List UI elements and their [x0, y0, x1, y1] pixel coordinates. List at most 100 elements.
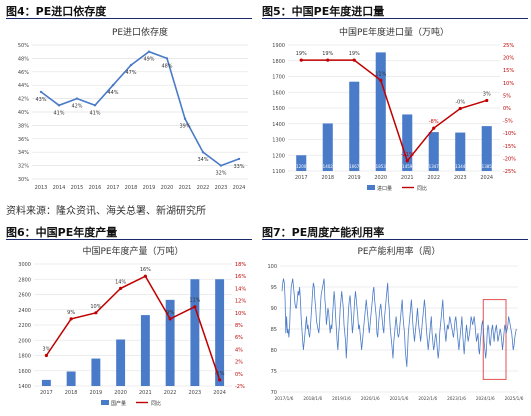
fig6-xtick-label: 2020	[114, 390, 127, 396]
fig5-yoy-label: -0%	[455, 100, 465, 106]
fig4-ytick-label: 34%	[18, 150, 29, 156]
fig6-yoy-point	[94, 311, 98, 315]
fig5-bar-label: 1344	[455, 164, 466, 169]
fig4-data-label: 48%	[161, 63, 172, 69]
fig7-xtick-label: 2024/1/6	[476, 396, 495, 401]
fig5-ytick-left: 1900	[272, 43, 285, 49]
fig4-data-label: 33%	[233, 164, 244, 170]
fig4-data-point	[39, 90, 43, 94]
fig4-data-point	[183, 117, 187, 120]
fig5-xtick-label: 2018	[321, 175, 334, 181]
fig7-ytick-label: 85	[271, 327, 277, 333]
fig4-data-label: 49%	[143, 57, 154, 63]
fig5-ytick-right: 20%	[503, 56, 514, 62]
fig4-chart: PE进口依存度 30% 32% 34% 36% 38% 40% 42% 44% 46% 48% 50%…	[18, 26, 248, 191]
fig6-ytick-left: 1600	[18, 369, 31, 375]
fig7-xtick-label: 2022/1/6	[418, 396, 437, 401]
fig4-title-rule	[6, 18, 252, 19]
fig7-ytick-label: 80	[271, 348, 277, 354]
fig6-bar	[215, 279, 225, 386]
fig4-xtick-label: 2019	[143, 185, 156, 191]
fig4-data-point	[237, 157, 241, 161]
fig4-data-point	[165, 57, 169, 60]
fig5-bar	[481, 126, 492, 171]
fig4-xtick-label: 2023	[215, 185, 228, 191]
fig6-xtick-label: 2023	[189, 390, 202, 396]
fig4-ytick-label: 44%	[18, 83, 29, 89]
fig7-xtick-label: 2025/1/6	[505, 396, 524, 401]
fig5-yoy-label: 3%	[483, 91, 491, 97]
fig5-bar	[349, 81, 360, 171]
fig5-xtick-label: 2023	[454, 175, 467, 181]
fig6-yoy-label: 3%	[42, 347, 50, 353]
fig7-xtick-label: 2021/1/6	[390, 396, 409, 401]
fig5-ytick-left: 1400	[272, 122, 285, 128]
fig5-yoy-point	[299, 58, 303, 62]
fig5-bar	[296, 155, 307, 171]
fig5-chart-title: 中国PE年度进口量（万吨）	[339, 26, 449, 38]
fig7-xtick-label: 2020/1/6	[361, 396, 380, 401]
fig4-data-point	[111, 84, 115, 87]
fig6-chart: 中国PE年度产量（万吨） 1400 1600 1800 2000 2200 2400 2600…	[18, 245, 246, 407]
fig6-yoy-label: 9%	[166, 310, 174, 316]
fig5-yoy-label: 19%	[322, 51, 333, 57]
fig6-ytick-left: 2800	[18, 277, 31, 283]
fig7-series-line	[281, 278, 517, 367]
fig6-bar	[165, 299, 175, 386]
fig5-yoy-label: 19%	[296, 51, 307, 57]
fig5-ytick-right: -25%	[503, 169, 516, 175]
fig6-chart-title: 中国PE年度产量（万吨）	[82, 245, 183, 257]
fig7-xtick-label: 2018/1/6	[303, 396, 322, 401]
fig4-ytick-label: 36%	[18, 137, 29, 143]
fig5-ytick-right: -10%	[503, 131, 516, 137]
fig5-bar	[375, 52, 386, 172]
fig5-bar-label: 1402	[323, 164, 334, 169]
fig4-xtick-label: 2022	[197, 185, 210, 191]
fig6-ytick-left: 1400	[18, 384, 31, 390]
fig6-yoy-point	[44, 353, 48, 358]
fig5-ytick-right: 5%	[503, 93, 511, 99]
fig4-ytick-label: 40%	[18, 110, 29, 116]
fig6-bar	[190, 279, 200, 386]
fig6-yoy-label: 11%	[189, 298, 200, 304]
fig7-xtick-label: 2019/1/6	[332, 396, 351, 401]
fig5-bar-label: 1459	[402, 164, 413, 169]
fig6-yoy-label: 14%	[115, 279, 126, 285]
fig6-ytick-left: 2200	[18, 323, 31, 329]
fig5-bar	[428, 132, 439, 171]
fig5-xtick-label: 2024	[480, 175, 493, 181]
fig6-ytick-right: 2%	[235, 360, 243, 366]
fig4-chart-title: PE进口依存度	[112, 26, 168, 38]
fig4-xtick-label: 2014	[53, 185, 66, 191]
fig6-ytick-right: -2%	[235, 384, 245, 390]
fig4-data-label: 32%	[215, 171, 226, 177]
fig4-xtick-label: 2024	[233, 185, 246, 191]
fig4-data-label: 43%	[35, 97, 46, 103]
fig5-yoy-point	[485, 98, 489, 103]
fig4-xtick-label: 2015	[71, 185, 84, 191]
fig6-xtick-label: 2017	[40, 390, 53, 396]
fig6-bar	[66, 371, 76, 386]
fig4-xtick-label: 2018	[125, 185, 138, 191]
fig6-ytick-right: 14%	[235, 286, 246, 292]
fig5-yoy-point	[352, 58, 356, 62]
fig6-legend-line-label: 同比	[151, 400, 161, 407]
fig5-ytick-right: -20%	[503, 156, 516, 162]
fig7-title: 图7：PE周度产能利用率	[262, 226, 385, 239]
fig6-yoy-point	[168, 317, 172, 321]
fig6-bar	[116, 339, 126, 386]
fig7-xtick-label: 2023/1/6	[447, 396, 466, 401]
fig5-ytick-right: -5%	[503, 119, 513, 125]
fig4-data-point	[93, 104, 97, 107]
fig5-yoy-label: 11%	[375, 71, 386, 77]
fig5-xtick-label: 2017	[295, 175, 308, 181]
fig5-ytick-right: 0%	[503, 106, 511, 112]
fig7-title-rule	[262, 239, 528, 240]
fig6-xtick-label: 2019	[90, 390, 103, 396]
fig4-data-point	[57, 104, 61, 107]
fig6-ytick-right: 16%	[235, 274, 246, 280]
fig4-data-label: 34%	[197, 157, 208, 163]
fig6-yoy-point	[119, 286, 123, 290]
fig6-ytick-right: 10%	[235, 311, 246, 317]
fig5-xtick-label: 2021	[401, 175, 414, 181]
